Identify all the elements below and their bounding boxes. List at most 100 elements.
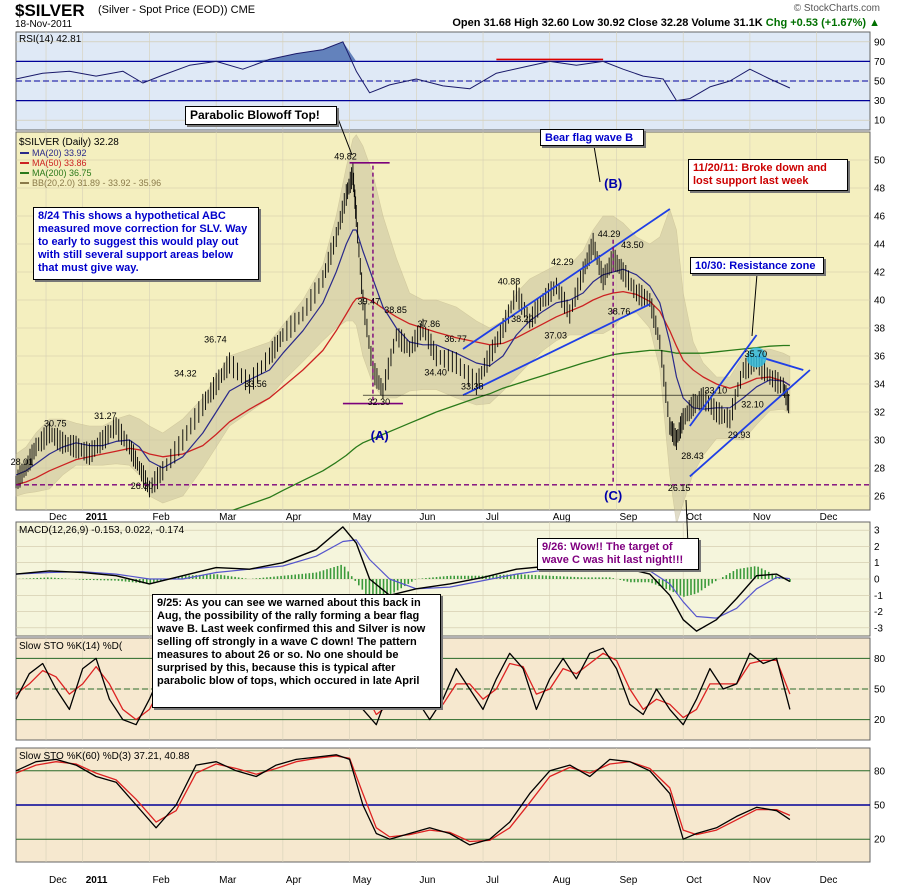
annotation-parabolic-top: Parabolic Blowoff Top!	[185, 106, 337, 125]
rsi-title: RSI(14) 42.81	[19, 34, 82, 45]
sto60-k-line	[15, 754, 791, 846]
macd-title: MACD(12,26,9) -0.153, 0.022, -0.174	[19, 525, 185, 536]
price-data-label: 33.56	[244, 379, 267, 389]
price-data-label: 37.86	[418, 319, 441, 329]
bottom-x-tick-label: 2011	[86, 875, 108, 886]
price-data-label: 38.22	[511, 314, 534, 324]
sto60-tick-label: 50	[874, 801, 886, 812]
annotation-wave-c-target: 9/26: Wow!! The target of wave C was hit…	[537, 538, 699, 570]
price-x-tick-label: Dec	[820, 512, 838, 523]
price-x-tick-label: Sep	[619, 512, 637, 523]
macd-tick-label: 0	[874, 575, 880, 586]
rsi-tick-label: 50	[874, 77, 886, 88]
rsi-tick-label: 70	[874, 57, 886, 68]
rsi-tick-label: 10	[874, 116, 886, 127]
lower-channel-upper	[689, 334, 758, 427]
price-data-label: 43.50	[621, 240, 644, 250]
legend-entry: BB(20,2.0) 31.89 - 33.92 - 35.96	[32, 178, 161, 188]
price-data-label: 38.85	[384, 305, 407, 315]
price-x-tick-label: 2011	[86, 512, 108, 523]
price-data-label: 31.27	[94, 411, 117, 421]
sto60-tick-label: 80	[874, 766, 886, 777]
bear-flag-channel-upper	[462, 208, 671, 350]
price-tick-label: 32	[874, 408, 886, 419]
sto60-title: Slow STO %K(60) %D(3) 37.21, 40.88	[19, 751, 190, 762]
pointer-resistance	[751, 273, 758, 337]
ma200-line	[231, 344, 790, 510]
symbol-description: (Silver - Spot Price (EOD)) CME	[98, 4, 256, 16]
price-x-tick-label: Mar	[219, 512, 237, 523]
price-x-tick-label: Oct	[686, 512, 702, 523]
price-data-label: 26.30	[131, 481, 154, 491]
rsi-tick-label: 30	[874, 96, 886, 107]
price-x-tick-label: Aug	[553, 512, 571, 523]
legend-entry: MA(200) 36.75	[32, 168, 92, 178]
legend-entry: MA(50) 33.86	[32, 158, 87, 168]
resistance-zone-circle	[746, 347, 767, 368]
wave-label: (B)	[604, 176, 622, 191]
price-tick-label: 26	[874, 492, 886, 503]
chart-header: $SILVER (Silver - Spot Price (EOD)) CME …	[0, 0, 900, 30]
price-data-label: 34.32	[174, 369, 197, 379]
pointer-bear-flag	[593, 145, 601, 183]
price-data-label: 35.70	[745, 349, 768, 359]
price-data-label: 49.82	[334, 152, 357, 162]
macd-tick-label: -3	[874, 623, 883, 634]
price-tick-label: 34	[874, 380, 886, 391]
price-x-tick-label: Jun	[419, 512, 435, 523]
bottom-x-tick-label: Nov	[753, 875, 771, 886]
price-tick-label: 50	[874, 156, 886, 167]
price-data-label: 28.43	[681, 451, 704, 461]
price-tick-label: 44	[874, 240, 886, 251]
change-readout: Chg +0.53 (+1.67%) ▲	[765, 17, 880, 29]
price-data-label: 28.01	[11, 457, 34, 467]
brand-credit: © StockCharts.com	[793, 3, 880, 14]
price-data-label: 30.75	[44, 419, 67, 429]
bottom-x-tick-label: Jul	[486, 875, 499, 886]
price-x-tick-label: Nov	[753, 512, 771, 523]
annotation-bear-flag: Bear flag wave B	[540, 129, 644, 146]
price-title: $SILVER (Daily) 32.28	[19, 137, 119, 148]
ohlc-readout: Open 31.68 High 32.60 Low 30.92 Close 32…	[452, 17, 880, 29]
pointer-parabolic	[336, 115, 353, 156]
sto14-title: Slow STO %K(14) %D(	[19, 641, 123, 652]
wave-label: (A)	[371, 428, 389, 443]
price-x-tick-label: Dec	[49, 512, 67, 523]
price-data-label: 32.30	[368, 397, 391, 407]
sto14-tick-label: 80	[874, 654, 886, 665]
bottom-x-tick-label: Aug	[553, 875, 571, 886]
price-data-label: 39.47	[358, 296, 381, 306]
price-tick-label: 30	[874, 436, 886, 447]
price-tick-label: 38	[874, 324, 886, 335]
macd-tick-label: -1	[874, 591, 883, 602]
macd-tick-label: 2	[874, 542, 880, 553]
annotation-hypothetical-abc: 8/24 This shows a hypothetical ABC measu…	[33, 207, 259, 280]
sto14-tick-label: 50	[874, 685, 886, 696]
price-tick-label: 42	[874, 268, 886, 279]
price-tick-label: 36	[874, 352, 886, 363]
price-data-label: 40.88	[498, 277, 521, 287]
price-data-label: 33.38	[461, 382, 484, 392]
price-data-label: 34.40	[424, 367, 447, 377]
sto60-tick-label: 20	[874, 835, 886, 846]
price-x-tick-label: May	[353, 512, 372, 523]
price-x-tick-label: Jul	[486, 512, 499, 523]
bollinger-band-fill	[15, 134, 791, 525]
bottom-x-tick-label: Feb	[152, 875, 170, 886]
macd-tick-label: -2	[874, 607, 883, 618]
price-data-label: 44.29	[598, 229, 621, 239]
sto14-tick-label: 20	[874, 715, 886, 726]
price-data-label: 38.76	[608, 306, 631, 316]
price-x-tick-label: Apr	[286, 512, 302, 523]
bear-flag-channel-lower	[462, 303, 651, 397]
price-data-label: 32.10	[741, 400, 764, 410]
price-tick-label: 40	[874, 296, 886, 307]
macd-tick-label: 3	[874, 526, 880, 537]
ohlc-values: Open 31.68 High 32.60 Low 30.92 Close 32…	[452, 17, 763, 29]
price-data-label: 29.93	[728, 430, 751, 440]
bottom-x-tick-label: Sep	[619, 875, 637, 886]
price-data-label: 33.10	[705, 386, 728, 396]
rsi-tick-label: 90	[874, 37, 886, 48]
bottom-x-tick-label: Dec	[820, 875, 838, 886]
